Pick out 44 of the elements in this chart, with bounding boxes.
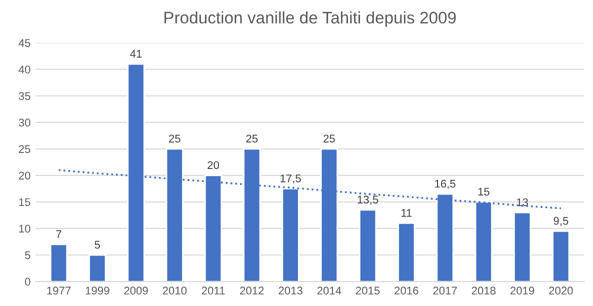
y-tick-label: 35 (18, 92, 30, 100)
bar (552, 230, 570, 282)
data-label: 16,5 (435, 180, 456, 189)
x-tick-label: 2011 (202, 286, 225, 295)
bar (358, 209, 377, 282)
x-tick-label: 2016 (394, 286, 418, 295)
chart-title: Production vanille de Tahiti depuis 2009 (164, 11, 456, 27)
x-tick-label: 2015 (356, 286, 380, 295)
data-label: 5 (94, 240, 100, 249)
x-tick-label: 2018 (472, 286, 496, 295)
x-tick-label: 2019 (510, 286, 534, 295)
y-tick-label: 40 (18, 66, 30, 74)
x-tick-label: 2012 (240, 286, 264, 295)
data-label: 11 (401, 209, 412, 217)
x-tick-label: 2014 (317, 286, 342, 295)
data-label: 41 (130, 50, 142, 58)
data-label: 20 (208, 161, 220, 170)
y-tick-label: 20 (18, 172, 30, 180)
x-tick-label: 1977 (47, 286, 71, 295)
data-label: 25 (169, 134, 180, 143)
x-tick-label: 1999 (86, 286, 110, 295)
bar (398, 222, 416, 282)
bar (50, 244, 68, 282)
x-tick-label: 2017 (433, 286, 457, 295)
y-tick-label: 45 (18, 39, 30, 47)
y-tick-label: 0 (24, 278, 30, 286)
data-label: 25 (324, 134, 335, 143)
bar (88, 254, 106, 282)
y-tick-label: 5 (24, 251, 30, 260)
y-tick-label: 15 (19, 198, 30, 206)
data-label: 17,5 (280, 174, 301, 184)
x-tick-label: 2009 (124, 286, 148, 295)
data-label: 9,5 (554, 216, 568, 226)
y-tick-label: 25 (18, 145, 30, 154)
x-tick-label: 2020 (549, 286, 573, 295)
data-label: 7 (56, 230, 62, 238)
y-tick-label: 30 (18, 118, 30, 127)
data-label: 13,5 (358, 196, 378, 205)
bar (513, 212, 532, 282)
x-tick-label: 2013 (278, 286, 302, 295)
data-label: 15 (478, 188, 490, 196)
x-tick-label: 2010 (162, 286, 187, 295)
data-label: 25 (246, 134, 258, 143)
y-tick-label: 10 (19, 224, 30, 233)
